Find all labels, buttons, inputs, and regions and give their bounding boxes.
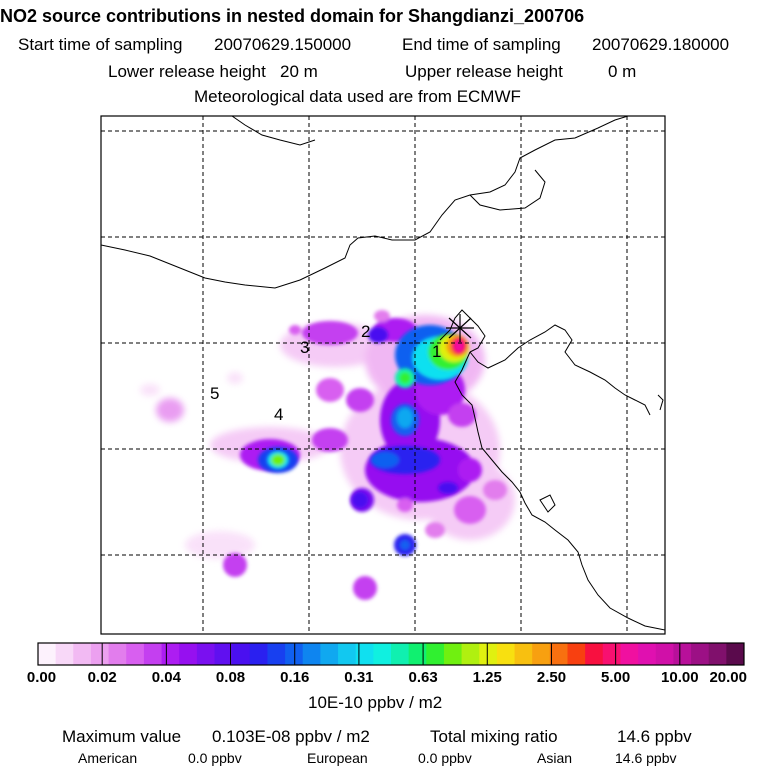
colorbar-cell xyxy=(691,643,710,665)
colorbar-cell xyxy=(126,643,145,665)
colorbar-cell xyxy=(391,643,410,665)
colorbar-tick-label: 0.04 xyxy=(151,669,181,686)
total-mixing-label: Total mixing ratio xyxy=(430,727,558,746)
region-american-value: 0.0 ppbv xyxy=(188,750,242,766)
colorbar-cell xyxy=(602,643,621,665)
colorbar-cell xyxy=(320,643,339,665)
met-data-line: Meteorological data used are from ECMWF xyxy=(194,87,521,106)
colorbar-cell xyxy=(285,643,304,665)
colorbar-tick-label: 0.63 xyxy=(408,669,438,686)
end-time-label: End time of sampling xyxy=(402,35,561,54)
colorbar-cell xyxy=(302,643,321,665)
colorbar-cell xyxy=(161,643,180,665)
colorbar-cell xyxy=(514,643,533,665)
site-label-4: 4 xyxy=(274,405,283,424)
colorbar-cell xyxy=(55,643,74,665)
plume-field xyxy=(140,310,515,600)
colorbar-cell xyxy=(355,643,374,665)
colorbar-cell xyxy=(585,643,604,665)
colorbar-cell xyxy=(73,643,92,665)
colorbar-tick-label: 10.00 xyxy=(661,669,699,686)
colorbar-cell xyxy=(443,643,463,665)
colorbar-tick-label: 5.00 xyxy=(601,669,631,686)
colorbar-cell xyxy=(673,643,692,665)
site-label-2: 2 xyxy=(361,322,370,341)
colorbar-tick-label: 0.16 xyxy=(280,669,310,686)
max-value-label: Maximum value xyxy=(62,727,182,746)
lower-height-label: Lower release height xyxy=(108,62,266,81)
colorbar-cell xyxy=(655,643,674,665)
colorbar-cell xyxy=(408,643,427,665)
colorbar-tick-label: 0.00 xyxy=(26,669,57,686)
page-title: NO2 source contributions in nested domai… xyxy=(0,6,585,26)
colorbar-ticks xyxy=(101,643,681,665)
colorbar-cell xyxy=(108,643,127,665)
colorbar-cell xyxy=(373,643,392,665)
receptor-marker-icon xyxy=(446,314,474,342)
colorbar-cell xyxy=(496,643,516,665)
colorbar xyxy=(38,643,745,665)
colorbar-cell xyxy=(196,643,215,665)
map-frame xyxy=(100,115,666,635)
colorbar-cell xyxy=(708,643,727,665)
colorbar-cell xyxy=(726,643,745,665)
colorbar-cell xyxy=(214,643,233,665)
colorbar-cell xyxy=(567,643,586,665)
colorbar-cell xyxy=(620,643,639,665)
colorbar-unit: 10E-10 ppbv / m2 xyxy=(308,693,443,712)
colorbar-tick-label: 1.25 xyxy=(472,669,502,686)
region-asian-value: 14.6 ppbv xyxy=(615,750,677,766)
colorbar-tick-label: 20.00 xyxy=(709,669,748,686)
colorbar-cell xyxy=(461,643,480,665)
end-time-value: 20070629.180000 xyxy=(592,35,730,54)
colorbar-cell xyxy=(232,643,251,665)
colorbar-cell xyxy=(338,643,357,665)
colorbar-tick-label: 2.50 xyxy=(536,669,567,686)
colorbar-cell xyxy=(426,643,445,665)
colorbar-cell xyxy=(38,643,57,665)
colorbar-cell xyxy=(532,643,551,665)
region-european-value: 0.0 ppbv xyxy=(418,750,472,766)
region-european-name: European xyxy=(307,750,368,766)
region-asian-name: Asian xyxy=(537,750,573,766)
site-label-5: 5 xyxy=(210,384,219,403)
start-time-value: 20070629.150000 xyxy=(214,35,352,54)
colorbar-cell xyxy=(179,643,198,665)
colorbar-frame xyxy=(37,642,745,666)
colorbar-cell xyxy=(90,643,110,665)
colorbar-cell xyxy=(249,643,268,665)
upper-height-value: 0 m xyxy=(608,62,637,81)
colorbar-cell xyxy=(267,643,286,665)
total-mixing-value: 14.6 ppbv xyxy=(617,727,692,746)
colorbar-cell xyxy=(549,643,568,665)
lower-height-value: 20 m xyxy=(280,62,318,81)
graticule xyxy=(101,116,665,634)
site-label-3: 3 xyxy=(300,338,309,357)
start-time-label: Start time of sampling xyxy=(18,35,183,54)
upper-height-label: Upper release height xyxy=(405,62,563,81)
colorbar-tick-label: 0.08 xyxy=(215,669,246,686)
colorbar-cell xyxy=(479,643,498,665)
coastline xyxy=(101,116,665,631)
max-value-value: 0.103E-08 ppbv / m2 xyxy=(212,727,370,746)
colorbar-cell xyxy=(638,643,657,665)
colorbar-cell xyxy=(143,643,163,665)
site-label-1: 1 xyxy=(432,342,441,361)
colorbar-tick-label: 0.02 xyxy=(87,669,117,686)
region-american-name: American xyxy=(78,750,138,766)
colorbar-tick-label: 0.31 xyxy=(344,669,374,686)
